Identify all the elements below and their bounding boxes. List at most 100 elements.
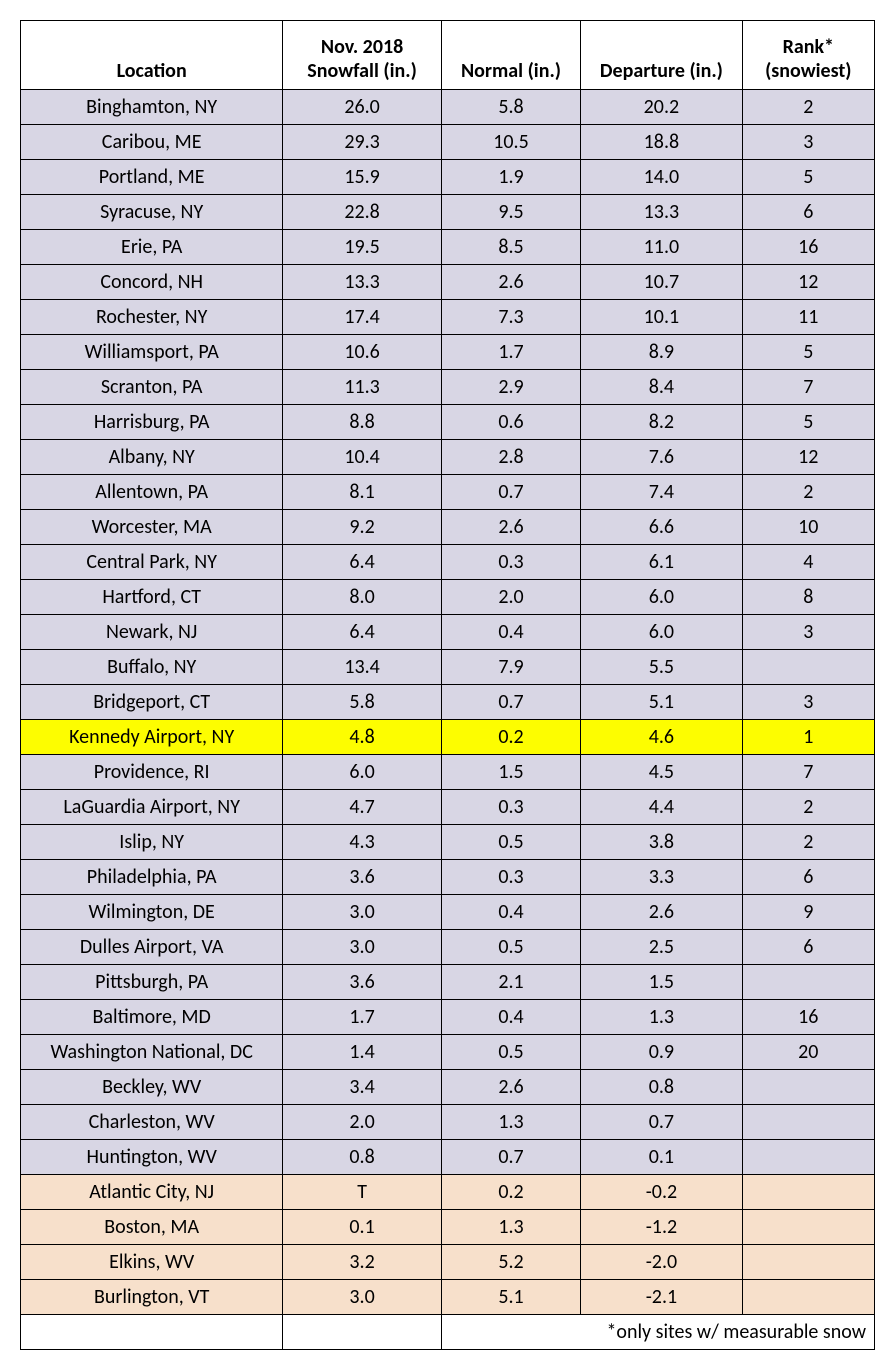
cell-departure: 10.1 bbox=[581, 300, 742, 335]
cell-rank: 3 bbox=[742, 125, 874, 160]
table-row: Beckley, WV3.42.60.8 bbox=[21, 1070, 875, 1105]
cell-departure: 20.2 bbox=[581, 90, 742, 125]
cell-snowfall: 3.4 bbox=[283, 1070, 441, 1105]
cell-snowfall: 13.3 bbox=[283, 265, 441, 300]
cell-normal: 2.8 bbox=[441, 440, 580, 475]
cell-location: Boston, MA bbox=[21, 1210, 283, 1245]
cell-normal: 0.7 bbox=[441, 685, 580, 720]
cell-departure: 2.6 bbox=[581, 895, 742, 930]
header-snowfall: Nov. 2018Snowfall (in.) bbox=[283, 21, 441, 90]
cell-rank: 7 bbox=[742, 370, 874, 405]
cell-snowfall: 9.2 bbox=[283, 510, 441, 545]
table-row: Baltimore, MD1.70.41.316 bbox=[21, 1000, 875, 1035]
cell-location: Beckley, WV bbox=[21, 1070, 283, 1105]
header-departure: Departure (in.) bbox=[581, 21, 742, 90]
table-row: Syracuse, NY22.89.513.36 bbox=[21, 195, 875, 230]
cell-location: Central Park, NY bbox=[21, 545, 283, 580]
cell-rank: 3 bbox=[742, 615, 874, 650]
table-row: Bridgeport, CT5.80.75.13 bbox=[21, 685, 875, 720]
table-row: Harrisburg, PA8.80.68.25 bbox=[21, 405, 875, 440]
cell-rank: 6 bbox=[742, 860, 874, 895]
table-row: Worcester, MA9.22.66.610 bbox=[21, 510, 875, 545]
table-body: Binghamton, NY26.05.820.22Caribou, ME29.… bbox=[21, 90, 875, 1315]
cell-rank: 5 bbox=[742, 405, 874, 440]
cell-snowfall: 1.4 bbox=[283, 1035, 441, 1070]
cell-departure: 13.3 bbox=[581, 195, 742, 230]
cell-normal: 10.5 bbox=[441, 125, 580, 160]
table-row: Buffalo, NY13.47.95.5 bbox=[21, 650, 875, 685]
cell-snowfall: 6.4 bbox=[283, 545, 441, 580]
cell-rank: 3 bbox=[742, 685, 874, 720]
cell-normal: 0.5 bbox=[441, 825, 580, 860]
cell-rank: 12 bbox=[742, 265, 874, 300]
table-row: Charleston, WV2.01.30.7 bbox=[21, 1105, 875, 1140]
cell-rank: 7 bbox=[742, 755, 874, 790]
cell-normal: 7.3 bbox=[441, 300, 580, 335]
table-row: Erie, PA19.58.511.016 bbox=[21, 230, 875, 265]
table-row: LaGuardia Airport, NY4.70.34.42 bbox=[21, 790, 875, 825]
table-row: Binghamton, NY26.05.820.22 bbox=[21, 90, 875, 125]
cell-normal: 7.9 bbox=[441, 650, 580, 685]
cell-departure: 8.9 bbox=[581, 335, 742, 370]
cell-snowfall: 2.0 bbox=[283, 1105, 441, 1140]
table-row: Wilmington, DE3.00.42.69 bbox=[21, 895, 875, 930]
cell-location: Worcester, MA bbox=[21, 510, 283, 545]
cell-snowfall: 8.8 bbox=[283, 405, 441, 440]
cell-location: Harrisburg, PA bbox=[21, 405, 283, 440]
cell-normal: 1.3 bbox=[441, 1210, 580, 1245]
cell-rank: 6 bbox=[742, 195, 874, 230]
table-row: Hartford, CT8.02.06.08 bbox=[21, 580, 875, 615]
cell-departure: 11.0 bbox=[581, 230, 742, 265]
cell-departure: 14.0 bbox=[581, 160, 742, 195]
cell-rank: 9 bbox=[742, 895, 874, 930]
cell-rank: 6 bbox=[742, 930, 874, 965]
cell-rank: 5 bbox=[742, 335, 874, 370]
cell-snowfall: 26.0 bbox=[283, 90, 441, 125]
cell-normal: 0.4 bbox=[441, 1000, 580, 1035]
cell-normal: 0.3 bbox=[441, 545, 580, 580]
table-row: Philadelphia, PA3.60.33.36 bbox=[21, 860, 875, 895]
cell-location: Philadelphia, PA bbox=[21, 860, 283, 895]
cell-departure: 7.6 bbox=[581, 440, 742, 475]
cell-location: Islip, NY bbox=[21, 825, 283, 860]
cell-location: Portland, ME bbox=[21, 160, 283, 195]
cell-location: Providence, RI bbox=[21, 755, 283, 790]
cell-rank bbox=[742, 650, 874, 685]
footnote-text: *only sites w/ measurable snow bbox=[441, 1315, 874, 1350]
cell-snowfall: 8.0 bbox=[283, 580, 441, 615]
cell-location: Binghamton, NY bbox=[21, 90, 283, 125]
cell-location: Syracuse, NY bbox=[21, 195, 283, 230]
cell-location: LaGuardia Airport, NY bbox=[21, 790, 283, 825]
cell-rank bbox=[742, 1210, 874, 1245]
footnote-blank-1 bbox=[21, 1315, 283, 1350]
cell-location: Elkins, WV bbox=[21, 1245, 283, 1280]
cell-rank: 10 bbox=[742, 510, 874, 545]
table-row: Newark, NJ6.40.46.03 bbox=[21, 615, 875, 650]
cell-normal: 0.4 bbox=[441, 615, 580, 650]
cell-normal: 5.8 bbox=[441, 90, 580, 125]
cell-departure: 1.5 bbox=[581, 965, 742, 1000]
cell-departure: -2.0 bbox=[581, 1245, 742, 1280]
cell-snowfall: 3.0 bbox=[283, 930, 441, 965]
snowfall-table: Location Nov. 2018Snowfall (in.) Normal … bbox=[20, 20, 875, 1350]
table-row: Pittsburgh, PA3.62.11.5 bbox=[21, 965, 875, 1000]
cell-location: Charleston, WV bbox=[21, 1105, 283, 1140]
cell-rank: 16 bbox=[742, 230, 874, 265]
cell-rank bbox=[742, 1140, 874, 1175]
cell-location: Hartford, CT bbox=[21, 580, 283, 615]
cell-departure: 3.3 bbox=[581, 860, 742, 895]
cell-departure: 8.2 bbox=[581, 405, 742, 440]
cell-snowfall: 5.8 bbox=[283, 685, 441, 720]
cell-rank: 11 bbox=[742, 300, 874, 335]
cell-rank bbox=[742, 1070, 874, 1105]
table-row: Portland, ME15.91.914.05 bbox=[21, 160, 875, 195]
table-row: Rochester, NY17.47.310.111 bbox=[21, 300, 875, 335]
cell-normal: 2.0 bbox=[441, 580, 580, 615]
cell-snowfall: 13.4 bbox=[283, 650, 441, 685]
cell-normal: 9.5 bbox=[441, 195, 580, 230]
cell-normal: 5.2 bbox=[441, 1245, 580, 1280]
cell-departure: 5.5 bbox=[581, 650, 742, 685]
cell-location: Kennedy Airport, NY bbox=[21, 720, 283, 755]
cell-departure: 8.4 bbox=[581, 370, 742, 405]
table-row: Atlantic City, NJT0.2-0.2 bbox=[21, 1175, 875, 1210]
